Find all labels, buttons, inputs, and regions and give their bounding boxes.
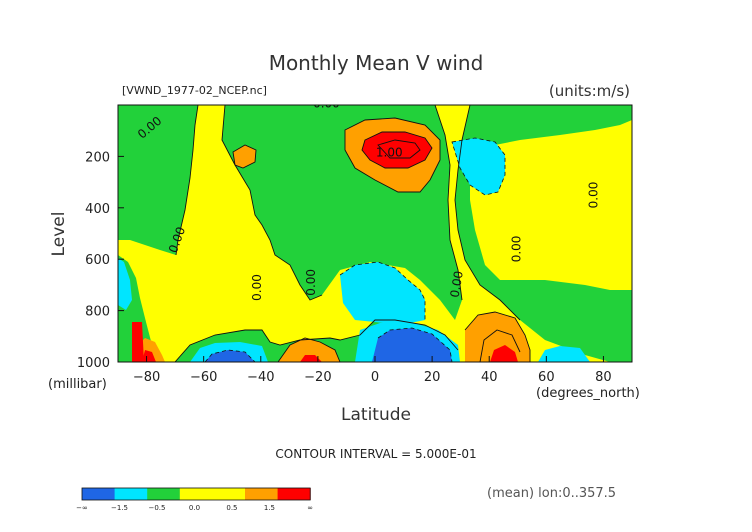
y-axis-units: (millibar)	[48, 377, 107, 392]
colorbar-frame	[81, 487, 311, 501]
colorbar-swatch	[179, 488, 213, 500]
x-tick-label: 0	[371, 370, 379, 385]
region-cyan-center	[340, 262, 425, 325]
x-tick-label: −20	[304, 370, 331, 385]
colorbar-swatch	[114, 488, 148, 500]
y-axis: 200 400 600 800 1000	[77, 150, 124, 371]
colorbar-tick-label: −0.5	[148, 504, 165, 512]
y-tick-label: 600	[85, 253, 110, 268]
contour-label: 0.00	[510, 236, 524, 263]
region-red-s	[300, 355, 322, 362]
contour-line	[174, 319, 459, 362]
contour-line	[377, 139, 421, 159]
x-tick-label: 60	[538, 370, 555, 385]
region-red-north	[362, 132, 432, 168]
contour-line	[344, 117, 441, 193]
x-axis: −80 −60 −40 −20 0 20 40 60 80	[133, 356, 612, 385]
colorbar: −∞ −1.5 −0.5 0.0 0.5 1.5 ∞	[76, 487, 313, 512]
contour-interval: CONTOUR INTERVAL = 5.000E-01	[275, 447, 476, 461]
y-tick-label: 800	[85, 305, 110, 320]
contour-line	[339, 261, 426, 320]
x-axis-label: Latitude	[341, 405, 411, 425]
y-tick-label: 200	[85, 150, 110, 165]
colorbar-tick-label: 0.5	[226, 504, 237, 512]
colorbar-swatch	[277, 488, 311, 500]
region-orange-west	[233, 145, 256, 168]
region-cyan-se	[538, 346, 590, 362]
x-tick-label: 80	[595, 370, 612, 385]
region-green-east	[455, 105, 632, 362]
colorbar-tick-label: 1.5	[264, 504, 275, 512]
region-orange-se	[465, 312, 530, 362]
contour-label: 0.00	[304, 269, 318, 296]
x-tick-label: −40	[247, 370, 274, 385]
x-tick-label: −60	[190, 370, 217, 385]
region-cyan-west	[118, 258, 132, 310]
contour-label: 0.00	[448, 270, 466, 299]
contour-line	[454, 105, 521, 321]
contour-plot: 0.000.001.000.000.00 0.00 0.000.000.00	[118, 97, 632, 362]
contour-line	[221, 105, 323, 301]
contour-line	[204, 349, 256, 362]
colorbar-tick-label: −1.5	[111, 504, 128, 512]
mean-note: (mean) lon:0..357.5	[487, 486, 616, 501]
contour-label: 0.00	[250, 274, 264, 301]
contour-lines	[174, 105, 531, 362]
region-red-sw	[142, 350, 156, 362]
contour-label: 0.00	[313, 97, 340, 111]
region-red-edge	[132, 322, 144, 362]
contour-line	[464, 311, 531, 362]
colorbar-tick-label: 0.0	[189, 504, 200, 512]
colorbar-swatch	[245, 488, 279, 500]
contour-line	[232, 144, 257, 169]
contour-line	[277, 337, 341, 362]
colorbar-swatch	[82, 488, 116, 500]
region-orange-s	[278, 338, 340, 362]
contour-label: 0.00	[587, 182, 601, 209]
region-green-main	[118, 105, 198, 255]
x-tick-label: 40	[481, 370, 498, 385]
y-axis-label: Level	[49, 212, 69, 257]
x-tick-label: 20	[424, 370, 441, 385]
region-cyan-east	[452, 138, 505, 195]
colorbar-tick-label: −∞	[76, 504, 88, 512]
colorbar-swatch	[147, 488, 181, 500]
file-label: [VWND_1977-02_NCEP.nc]	[122, 84, 267, 97]
contour-label: 1.00	[376, 145, 403, 159]
region-red-se	[490, 345, 518, 362]
y-tick-label: 400	[85, 202, 110, 217]
region-blue-center	[372, 328, 452, 362]
y-tick-label: 1000	[77, 356, 110, 371]
chart-title: Monthly Mean V wind	[269, 51, 484, 75]
colorbar-tick-label: ∞	[307, 504, 313, 512]
contour-line	[361, 131, 433, 169]
negative-contours	[204, 137, 506, 362]
colorbar-swatch	[212, 488, 246, 500]
contour-line	[175, 105, 199, 256]
contour-line	[434, 105, 463, 301]
x-axis-units: (degrees_north)	[536, 386, 640, 401]
x-tick-label: −80	[133, 370, 160, 385]
contour-line	[479, 329, 521, 362]
units-label: (units:m/s)	[549, 82, 630, 100]
